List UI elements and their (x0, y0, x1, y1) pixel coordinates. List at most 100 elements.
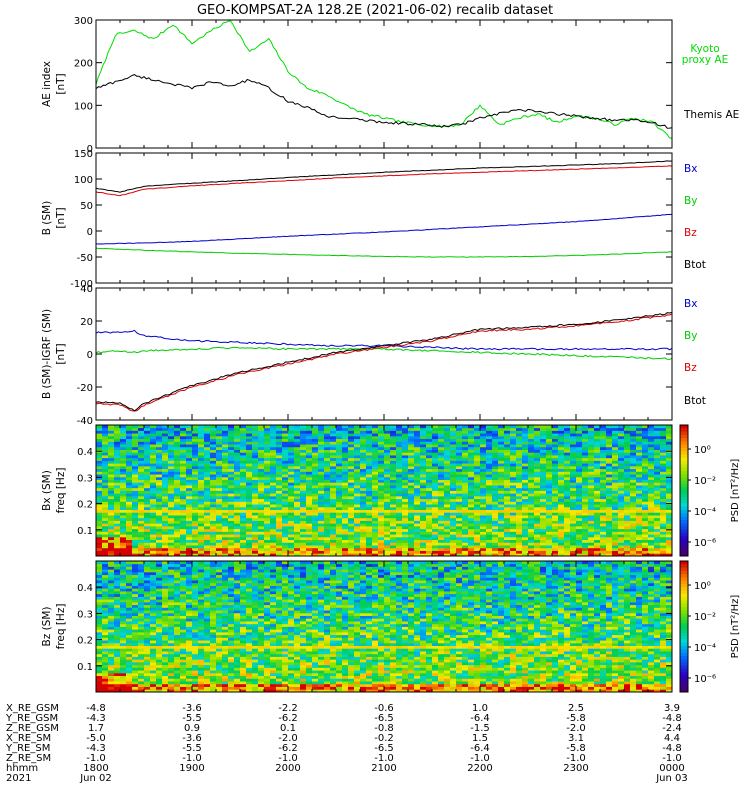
heatmap-cell (342, 512, 349, 516)
heatmap-cell (396, 476, 403, 480)
heatmap-cell (342, 457, 349, 461)
heatmap-cell (552, 465, 559, 470)
heatmap-cell (444, 542, 451, 546)
heatmap-cell (204, 438, 211, 442)
heatmap-cell (288, 553, 295, 557)
heatmap-cell (294, 471, 301, 475)
heatmap-cell (480, 550, 487, 554)
heatmap-cell (588, 482, 595, 486)
heatmap-cell (354, 534, 361, 538)
heatmap-cell (522, 485, 529, 489)
heatmap-cell (408, 498, 415, 502)
heatmap-cell (366, 539, 373, 543)
heatmap-cell (552, 430, 559, 434)
heatmap-cell (456, 545, 463, 549)
heatmap-cell (378, 523, 385, 527)
heatmap-cell (630, 506, 637, 511)
heatmap-cell (228, 493, 235, 497)
heatmap-cell (624, 455, 631, 459)
heatmap-cell (114, 490, 121, 494)
heatmap-cell (660, 468, 667, 472)
heatmap-cell (330, 550, 337, 554)
heatmap-cell (618, 444, 625, 448)
heatmap-cell (408, 534, 415, 538)
bxspec-yunit: freq [Hz] (55, 468, 67, 514)
heatmap-cell (216, 455, 223, 459)
heatmap-cell (180, 525, 187, 530)
heatmap-cell (228, 534, 235, 538)
heatmap-cell (306, 479, 313, 483)
heatmap-cell (492, 479, 499, 483)
heatmap-cell (246, 515, 253, 519)
heatmap-cell (654, 433, 661, 437)
heatmap-cell (306, 465, 313, 470)
heatmap-cell (492, 495, 499, 500)
heatmap-cell (312, 474, 319, 478)
heatmap-cell (612, 501, 619, 505)
heatmap-cell (420, 534, 427, 538)
heatmap-cell (120, 520, 127, 524)
heatmap-cell (108, 438, 115, 442)
heatmap-cell (558, 495, 565, 500)
heatmap-cell (516, 490, 523, 494)
heatmap-cell (246, 547, 253, 551)
heatmap-cell (636, 515, 643, 519)
heatmap-cell (474, 444, 481, 448)
heatmap-cell (132, 534, 139, 538)
heatmap-cell (384, 482, 391, 486)
heatmap-cell (372, 425, 379, 429)
heatmap-cell (414, 493, 421, 497)
heatmap-cell (294, 463, 301, 467)
heatmap-cell (474, 539, 481, 543)
heatmap-cell (126, 523, 133, 527)
heatmap-cell (474, 452, 481, 456)
heatmap-cell (624, 528, 631, 532)
heatmap-cell (570, 460, 577, 464)
heatmap-cell (630, 433, 637, 437)
heatmap-cell (96, 501, 103, 505)
heatmap-cell (606, 520, 613, 524)
heatmap-cell (582, 506, 589, 511)
heatmap-cell (516, 545, 523, 549)
heatmap-cell (156, 542, 163, 546)
heatmap-cell (612, 506, 619, 511)
heatmap-cell (372, 501, 379, 505)
heatmap-cell (450, 471, 457, 475)
heatmap-cell (426, 515, 433, 519)
heatmap-cell (456, 433, 463, 437)
heatmap-cell (336, 430, 343, 434)
heatmap-cell (228, 512, 235, 516)
heatmap-cell (606, 455, 613, 459)
heatmap-cell (294, 474, 301, 478)
heatmap-cell (366, 534, 373, 538)
heatmap-cell (486, 506, 493, 511)
heatmap-cell (372, 444, 379, 448)
heatmap-cell (426, 465, 433, 470)
heatmap-cell (468, 474, 475, 478)
heatmap-cell (240, 476, 247, 480)
heatmap-cell (630, 444, 637, 448)
heatmap-cell (480, 455, 487, 459)
heatmap-cell (318, 517, 325, 521)
heatmap-cell (648, 452, 655, 456)
heatmap-cell (192, 553, 199, 557)
heatmap-cell (378, 487, 385, 491)
heatmap-cell (504, 534, 511, 538)
heatmap-cell (444, 452, 451, 456)
heatmap-cell (588, 430, 595, 434)
heatmap-cell (642, 534, 649, 538)
heatmap-cell (270, 512, 277, 516)
heatmap-cell (306, 463, 313, 467)
heatmap-cell (180, 490, 187, 494)
heatmap-cell (558, 506, 565, 511)
heatmap-cell (276, 474, 283, 478)
heatmap-cell (492, 460, 499, 464)
heatmap-cell (534, 452, 541, 456)
heatmap-cell (306, 525, 313, 530)
heatmap-cell (264, 482, 271, 486)
heatmap-cell (558, 465, 565, 470)
heatmap-cell (546, 476, 553, 480)
heatmap-cell (360, 542, 367, 546)
heatmap-cell (468, 425, 475, 429)
heatmap-cell (96, 446, 103, 450)
